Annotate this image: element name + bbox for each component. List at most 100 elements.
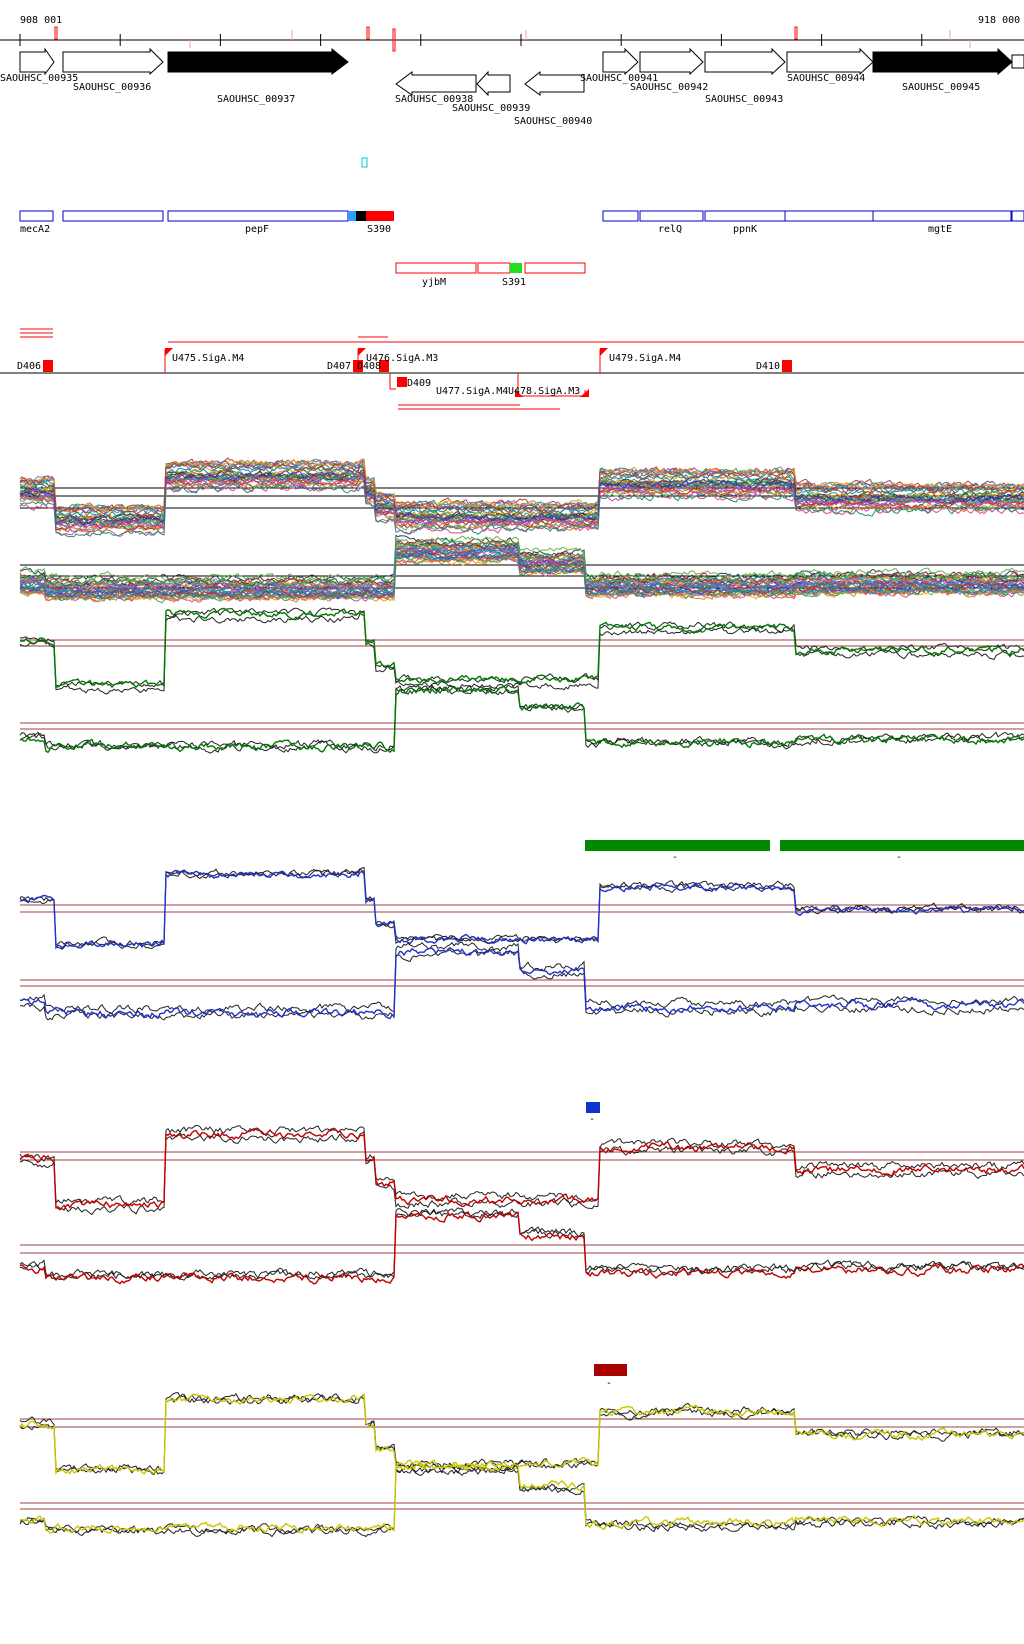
annotation-label: S391 (502, 277, 526, 288)
annotation-box[interactable] (524, 262, 586, 274)
coordinate-ruler: 908 001 918 000 (0, 15, 1024, 52)
promoter-marker[interactable] (379, 360, 389, 372)
annotation-box[interactable] (477, 262, 511, 274)
gene-arrow[interactable] (62, 47, 164, 76)
expression-trace (19, 539, 1024, 588)
expression-trace (19, 463, 1024, 519)
gene-label: SAOUHSC_00944 (787, 73, 865, 84)
expression-profiles (19, 457, 1024, 1538)
gene-arrow[interactable] (639, 47, 704, 76)
expression-trace (19, 685, 1024, 754)
gene-arrow[interactable] (602, 47, 639, 76)
expression-trace (19, 1464, 1024, 1538)
gene-label: SAOUHSC_00937 (217, 94, 295, 105)
gene-arrow[interactable] (476, 70, 511, 97)
start-coordinate: 908 001 (20, 15, 62, 26)
annotation-box[interactable] (602, 210, 639, 222)
condition-bar-label: - (896, 852, 902, 863)
condition-bars: - - - - (585, 840, 1024, 1389)
expression-trace (19, 470, 1024, 525)
expression-trace (19, 555, 1024, 603)
expression-trace (19, 551, 1024, 600)
annotation-label: ppnK (733, 224, 757, 235)
gene-arrow[interactable] (786, 47, 874, 76)
annotation-label: S390 (367, 224, 391, 235)
promoter-marker[interactable] (397, 377, 407, 387)
transcription-unit-track: D406 U475.SigA.M4 D407 D408 U476.SigA.M3… (0, 328, 1024, 410)
condition-bar[interactable] (585, 840, 770, 851)
gene-label: SAOUHSC_00942 (630, 82, 708, 93)
annotation-box[interactable] (19, 210, 54, 222)
expression-trace (19, 483, 1024, 537)
annotation-label: yjbM (422, 277, 446, 288)
expression-trace (19, 1462, 1024, 1536)
gene-label: SAOUHSC_00941 (580, 73, 658, 84)
gene-label: SAOUHSC_00936 (73, 82, 151, 93)
promoter-marker[interactable] (43, 360, 53, 372)
cyan-marker[interactable] (361, 157, 368, 168)
gene-label: SAOUHSC_00940 (514, 116, 592, 127)
gene-arrow[interactable] (167, 47, 349, 75)
annotation-label: relQ (658, 224, 682, 235)
expression-trace (19, 607, 1024, 689)
gene-label: SAOUHSC_00938 (395, 94, 473, 105)
condition-bar[interactable] (780, 840, 1024, 851)
annotation-box[interactable] (872, 210, 1012, 222)
expression-trace (19, 612, 1024, 695)
gene-arrow[interactable] (395, 71, 477, 96)
annotation-label: mgtE (928, 224, 952, 235)
expression-trace (19, 869, 1024, 950)
annotation-marker[interactable] (348, 211, 356, 221)
annotation-marker[interactable] (366, 211, 394, 221)
gene-label: SAOUHSC_00935 (0, 73, 78, 84)
annotation-box[interactable] (784, 210, 874, 222)
annotation-marker[interactable] (510, 263, 522, 273)
expression-trace (19, 1210, 1024, 1285)
unit-label: D409 (407, 378, 431, 389)
annotation-box[interactable] (1011, 210, 1024, 222)
annotation-box[interactable] (395, 262, 477, 274)
expression-trace (19, 482, 1024, 538)
expression-trace (19, 1124, 1024, 1206)
expression-trace (19, 1127, 1024, 1211)
expression-trace (19, 867, 1024, 948)
gene-track: SAOUHSC_00935 SAOUHSC_00936 SAOUHSC_0093… (0, 47, 1024, 127)
expression-trace (19, 458, 1024, 513)
condition-bar-label: - (589, 1114, 595, 1125)
expression-trace (19, 463, 1024, 518)
gene-label: SAOUHSC_00943 (705, 94, 783, 105)
gene-arrow[interactable] (524, 70, 585, 96)
annotation-marker[interactable] (356, 211, 366, 221)
expression-trace (20, 946, 1024, 1020)
expression-trace (19, 1461, 1024, 1534)
minus-annotation-track: yjbM S391 (395, 262, 586, 288)
annotation-box[interactable] (62, 210, 164, 222)
expression-trace (19, 684, 1024, 754)
promoter-marker[interactable] (353, 360, 363, 372)
annotation-label: mecA2 (20, 224, 50, 235)
annotation-box[interactable] (639, 210, 704, 222)
expression-trace (19, 1208, 1024, 1280)
gene-arrow[interactable] (19, 47, 55, 76)
annotation-label: pepF (245, 224, 269, 235)
condition-bar[interactable] (594, 1364, 627, 1376)
gene-arrow[interactable] (872, 47, 1013, 76)
promoter-marker[interactable] (782, 360, 792, 372)
expression-trace (19, 941, 1024, 1015)
expression-trace (19, 1394, 1024, 1476)
unit-label: D407 (327, 361, 351, 372)
gene-arrow[interactable] (704, 47, 786, 76)
expression-trace (19, 540, 1024, 588)
condition-bar[interactable] (586, 1102, 600, 1113)
expression-trace (19, 1393, 1024, 1476)
expression-trace (19, 462, 1024, 517)
expression-trace (19, 607, 1024, 688)
expression-trace (19, 1131, 1024, 1216)
expression-trace (19, 683, 1024, 752)
unit-label: U478.SigA.M3 (508, 386, 580, 397)
annotation-box[interactable] (704, 210, 786, 222)
end-coordinate: 918 000 (978, 15, 1020, 26)
unit-label: D408 (357, 361, 381, 372)
plus-annotation-track: mecA2 pepF S390 relQ ppnK mgtE (19, 210, 1024, 235)
annotation-box[interactable] (167, 210, 349, 222)
